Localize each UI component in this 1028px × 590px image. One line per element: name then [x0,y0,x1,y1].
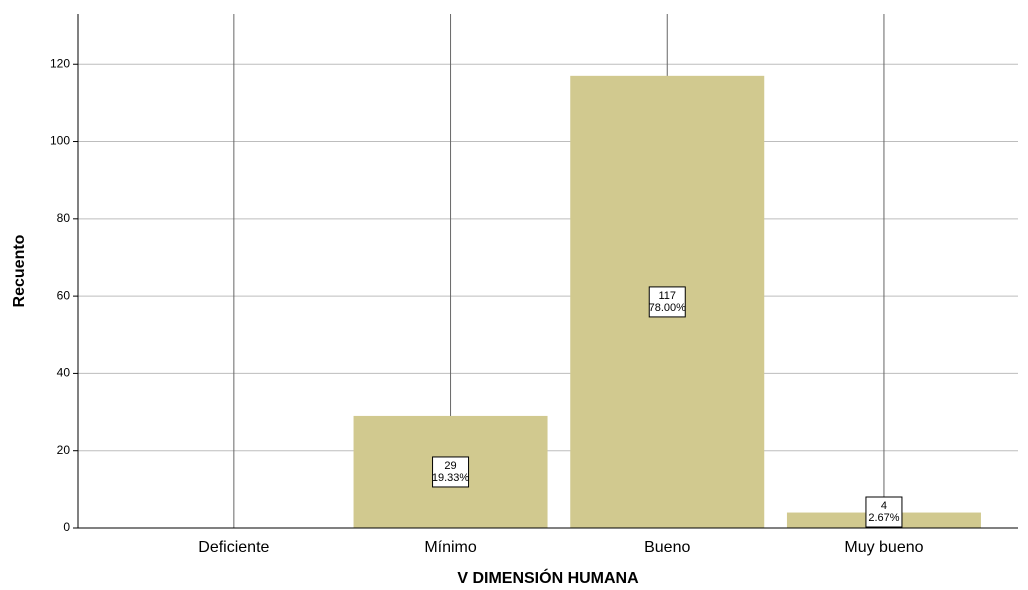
y-tick-label: 0 [63,520,70,534]
data-label: 117 [658,290,676,302]
y-tick-label: 40 [57,366,71,380]
y-axis-title: Recuento [11,234,28,307]
y-tick-label: 60 [57,288,71,302]
x-tick-label: Bueno [644,539,690,556]
y-tick-label: 100 [50,134,70,148]
y-tick-label: 120 [50,56,70,70]
data-label-box [648,286,686,318]
percent-label: 2.67% [868,512,899,524]
data-label: 4 [881,500,887,512]
percent-label: 19.33% [432,472,470,484]
x-tick-label: Mínimo [424,539,477,556]
data-label-box [432,456,470,488]
data-label-box [865,496,903,528]
x-tick-label: Deficiente [198,539,269,556]
y-tick-label: 20 [57,443,71,457]
percent-label: 78.00% [649,302,687,314]
y-tick-label: 80 [57,211,71,225]
data-label: 29 [444,460,456,472]
x-tick-label: Muy bueno [844,539,923,556]
x-axis-title: V DIMENSIÓN HUMANA [457,568,639,587]
grid [78,14,1018,529]
